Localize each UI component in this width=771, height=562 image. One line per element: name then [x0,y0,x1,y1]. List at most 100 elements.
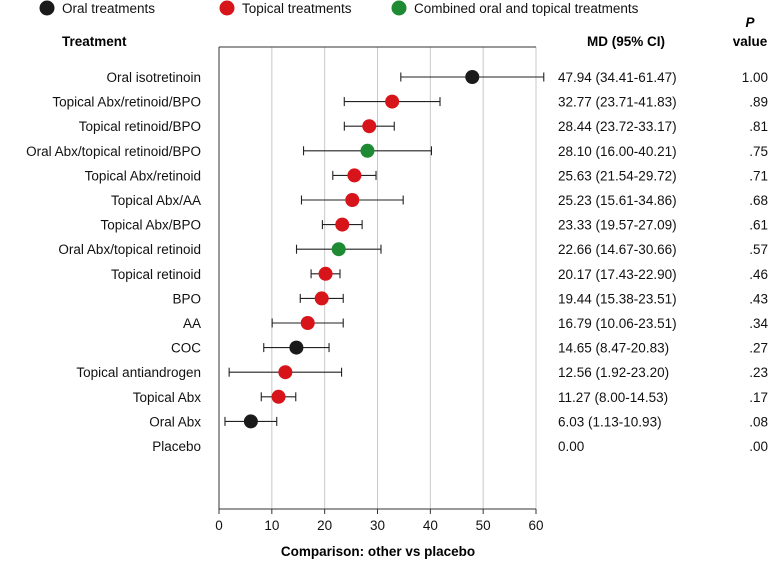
legend-marker-topical [219,0,235,16]
md-point [243,414,258,429]
gridlines [271,47,537,509]
md-ci-value: 32.77 (23.71-41.83) [558,95,677,110]
md-point [360,143,375,158]
legend-marker-oral [39,0,55,16]
forest-row: AA 16.79 (10.06-23.51) .34 [183,316,768,331]
md-ci-value: 11.27 (8.00-14.53) [558,390,668,405]
p-value: .23 [749,365,768,380]
md-ci-value: 25.63 (21.54-29.72) [558,168,677,183]
forest-row: Topical retinoid 20.17 (17.43-22.90) .46 [111,266,768,282]
md-point [300,316,315,330]
md-ci-value: 0.00 [558,439,584,454]
forest-row: Topical Abx/BPO 23.33 (19.57-27.09) .61 [100,217,768,233]
p-value: 1.00 [742,70,768,85]
header-p: P [745,15,755,30]
p-value: .81 [749,119,768,134]
forest-row: BPO 19.44 (15.38-23.51) .43 [172,291,768,306]
md-ci-value: 22.66 (14.67-30.66) [558,242,677,257]
forest-row: COC 14.65 (8.47-20.83) .27 [171,340,768,356]
treatment-label: COC [171,341,201,356]
legend-marker-combined [391,0,407,16]
md-ci-value: 12.56 (1.92-23.20) [558,365,669,380]
x-tick-label-40: 40 [423,518,438,533]
forest-row: Topical antiandrogen 12.56 (1.92-23.20) .2… [76,365,768,380]
treatment-label: Topical Abx/BPO [100,218,201,233]
treatment-label: Oral Abx [149,414,201,429]
treatment-label: Topical Abx/AA [111,193,201,208]
p-value: .68 [749,193,768,208]
md-ci-value: 16.79 (10.06-23.51) [558,316,677,331]
forest-row: Oral Abx 6.03 (1.13-10.93) .08 [149,414,768,429]
p-value: .57 [749,242,768,257]
x-tick-label-10: 10 [264,518,279,533]
p-value: .00 [749,439,768,454]
p-value: .08 [749,414,768,429]
forest-row: Topical Abx/AA 25.23 (15.61-34.86) .68 [111,193,768,208]
md-ci-value: 25.23 (15.61-34.86) [558,193,677,208]
legend-label-combined: Combined oral and topical treatments [414,1,639,16]
md-ci-value: 20.17 (17.43-22.90) [558,267,677,282]
md-ci-value: 19.44 (15.38-23.51) [558,291,677,306]
forest-row: Topical Abx/retinoid 25.63 (21.54-29.72).… [85,168,768,183]
md-point [278,365,293,380]
header-md: MD (95% CI) [587,34,665,49]
treatment-label: Topical Abx/retinoid/BPO [52,95,201,110]
p-value: .89 [749,95,768,110]
forest-row: Topical Abx/retinoid/BPO 32.77 (23.71-41.… [52,94,768,110]
md-point [331,242,346,257]
md-point [345,193,360,207]
md-point [465,70,480,84]
md-ci-value: 23.33 (19.57-27.09) [558,218,677,233]
treatment-label: Oral Abx/topical retinoid [58,242,201,257]
md-point [362,119,377,134]
forest-row: Placebo 0.00 .00 [152,439,768,454]
treatment-label: Topical antiandrogen [76,365,201,380]
x-tick-label-30: 30 [370,518,385,533]
md-point [271,389,286,404]
md-ci-value: 28.10 (16.00-40.21) [558,144,677,159]
md-point [385,94,400,109]
x-tick-label-50: 50 [476,518,491,533]
md-ci-value: 28.44 (23.72-33.17) [558,119,677,134]
treatment-label: BPO [172,291,201,306]
p-value: .34 [749,316,768,331]
x-axis-label: Comparison: other vs placebo [281,544,475,559]
p-value: .61 [749,218,768,233]
md-ci-value: 6.03 (1.13-10.93) [558,414,662,429]
forest-row: Topical retinoid/BPO 28.44 (23.72-33.17).… [79,119,768,134]
treatment-label: Oral Abx/topical retinoid/BPO [26,144,201,159]
x-ticks: 0 10 20 30 40 50 60 [215,509,544,533]
legend: Oral treatments Topical treatments Combi… [39,0,639,16]
p-value: .27 [749,341,768,356]
md-point [335,217,350,232]
p-value: .17 [749,390,768,405]
treatment-label: Oral isotretinoin [106,70,201,85]
md-point [314,291,329,306]
x-tick-label-0: 0 [215,518,223,533]
header-treatment: Treatment [62,34,127,49]
x-tick-label-60: 60 [528,518,543,533]
legend-label-oral: Oral treatments [62,1,155,16]
md-point [318,266,333,281]
x-tick-label-20: 20 [317,518,332,533]
md-ci-value: 47.94 (34.41-61.47) [558,70,677,85]
forest-row: Oral Abx/topical retinoid/BPO 28.10 (16.0… [26,143,768,159]
md-point [347,168,362,183]
treatment-label: Placebo [152,439,201,454]
treatment-label: AA [183,316,201,331]
treatment-label: Topical Abx [133,390,202,405]
treatment-label: Topical Abx/retinoid [85,168,201,183]
md-ci-value: 14.65 (8.47-20.83) [558,341,669,356]
md-point [289,340,304,355]
forest-row: Oral Abx/topical retinoid 22.66 (14.67-30… [58,242,768,257]
header-p-value: value [733,34,768,49]
legend-label-topical: Topical treatments [242,1,352,16]
p-value: .46 [749,267,768,282]
forest-rows: Oral isotretinoin 47.94 (34.41-61.47) 1.00… [26,70,768,454]
treatment-label: Topical retinoid/BPO [79,119,201,134]
forest-row: Topical Abx 11.27 (8.00-14.53) .17 [133,389,768,405]
forest-row: Oral isotretinoin 47.94 (34.41-61.47) 1.00 [106,70,768,85]
treatment-label: Topical retinoid [111,267,201,282]
p-value: .71 [749,168,768,183]
